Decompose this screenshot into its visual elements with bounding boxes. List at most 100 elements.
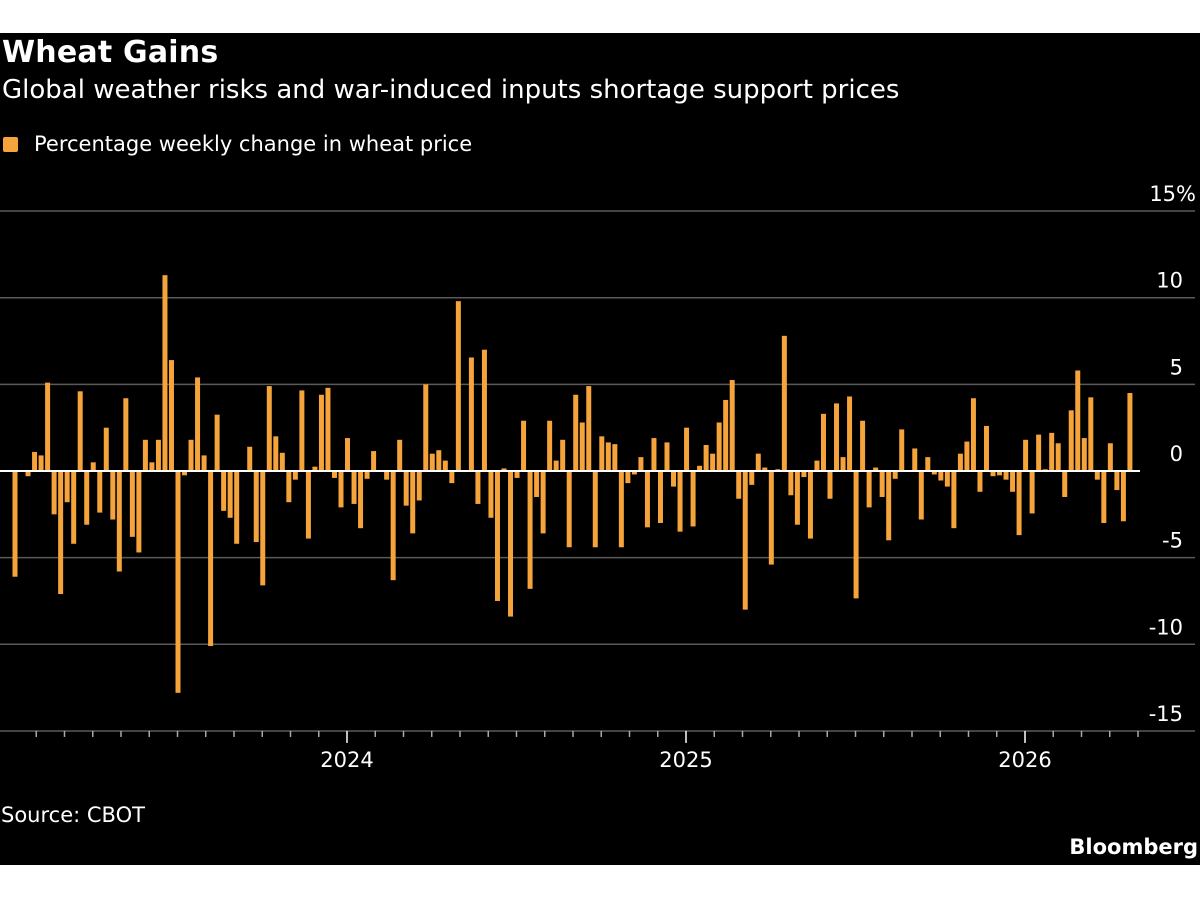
x-tick-label: 2025 [659,748,712,772]
bars [0,275,1140,693]
bar [221,471,227,511]
bar [71,471,77,544]
bar [527,471,533,589]
bar [338,471,344,508]
bar [579,422,585,471]
bar [501,468,507,471]
bar [690,471,696,527]
bar [612,444,618,471]
bar [631,471,637,475]
bar [188,439,194,471]
bar [292,471,298,480]
bar [768,471,774,565]
bar [990,471,996,477]
bar [1036,434,1042,471]
bar [77,391,83,471]
bar [247,446,253,471]
bar [671,471,677,487]
chart-title: Wheat Gains [2,35,219,70]
y-tick-label: -15 [1149,702,1183,726]
bar [266,386,272,471]
chart-subtitle: Global weather risks and war-induced inp… [2,75,900,105]
bar [436,450,442,471]
bar [749,471,755,485]
bar [129,471,135,537]
bar-chart: 2024 2025 2026 15% 10 5 0 -5 -10 -15 [0,182,1196,772]
bar [794,471,800,525]
legend-swatch [3,136,18,152]
y-tick-label: -10 [1149,615,1183,639]
bar [455,301,461,471]
bar [442,460,448,471]
bar [12,471,18,577]
bar [697,465,703,471]
bar [397,439,403,471]
bar [788,471,794,496]
bar [1075,370,1081,471]
bar [840,457,846,471]
bar [807,471,813,539]
bar [279,452,285,471]
bar [599,436,605,471]
bar [912,448,918,471]
chart-panel: Wheat Gains Global weather risks and war… [0,33,1200,865]
bar [957,453,963,471]
bar [299,390,305,471]
bar [371,451,377,471]
bar [1107,443,1113,471]
bar [155,439,161,471]
bar [521,420,527,471]
bar [403,471,409,506]
y-tick-label: 15% [1149,182,1196,206]
bar [123,398,129,471]
bar [345,438,351,471]
bar [1068,410,1074,471]
bar [814,460,820,471]
bar [331,471,337,478]
bar [729,380,735,471]
bar [410,471,416,534]
bar [136,471,142,553]
bar [657,471,663,523]
source-note: Source: CBOT [1,803,145,827]
bar [801,471,807,478]
bar [208,471,214,647]
bar [429,453,435,471]
bar [103,427,109,471]
bar [468,357,474,471]
bar [175,471,181,693]
y-tick-label: -5 [1162,529,1183,553]
bar [866,471,872,508]
bar [110,471,116,520]
bar [710,453,716,471]
bar [755,453,761,471]
bar [964,441,970,471]
bar [149,462,155,471]
bar [534,471,540,497]
bar [84,471,90,525]
bar [638,457,644,471]
bar [508,471,514,617]
bar [116,471,122,572]
bar [918,471,924,520]
x-tick-label: 2026 [998,748,1051,772]
bar [677,471,683,532]
bar [892,471,898,479]
bar [983,425,989,471]
bar [494,471,500,601]
bar [168,360,174,471]
bar [195,377,201,471]
bar [384,471,390,480]
bar [227,471,233,518]
bar [1010,471,1016,492]
bar [1081,438,1087,471]
bar [260,471,266,586]
bar [390,471,396,581]
bar [325,387,331,471]
bar [834,403,840,471]
bar [970,398,976,471]
bar [475,471,481,504]
bar [762,467,768,471]
bar [234,471,240,544]
bar [64,471,70,503]
